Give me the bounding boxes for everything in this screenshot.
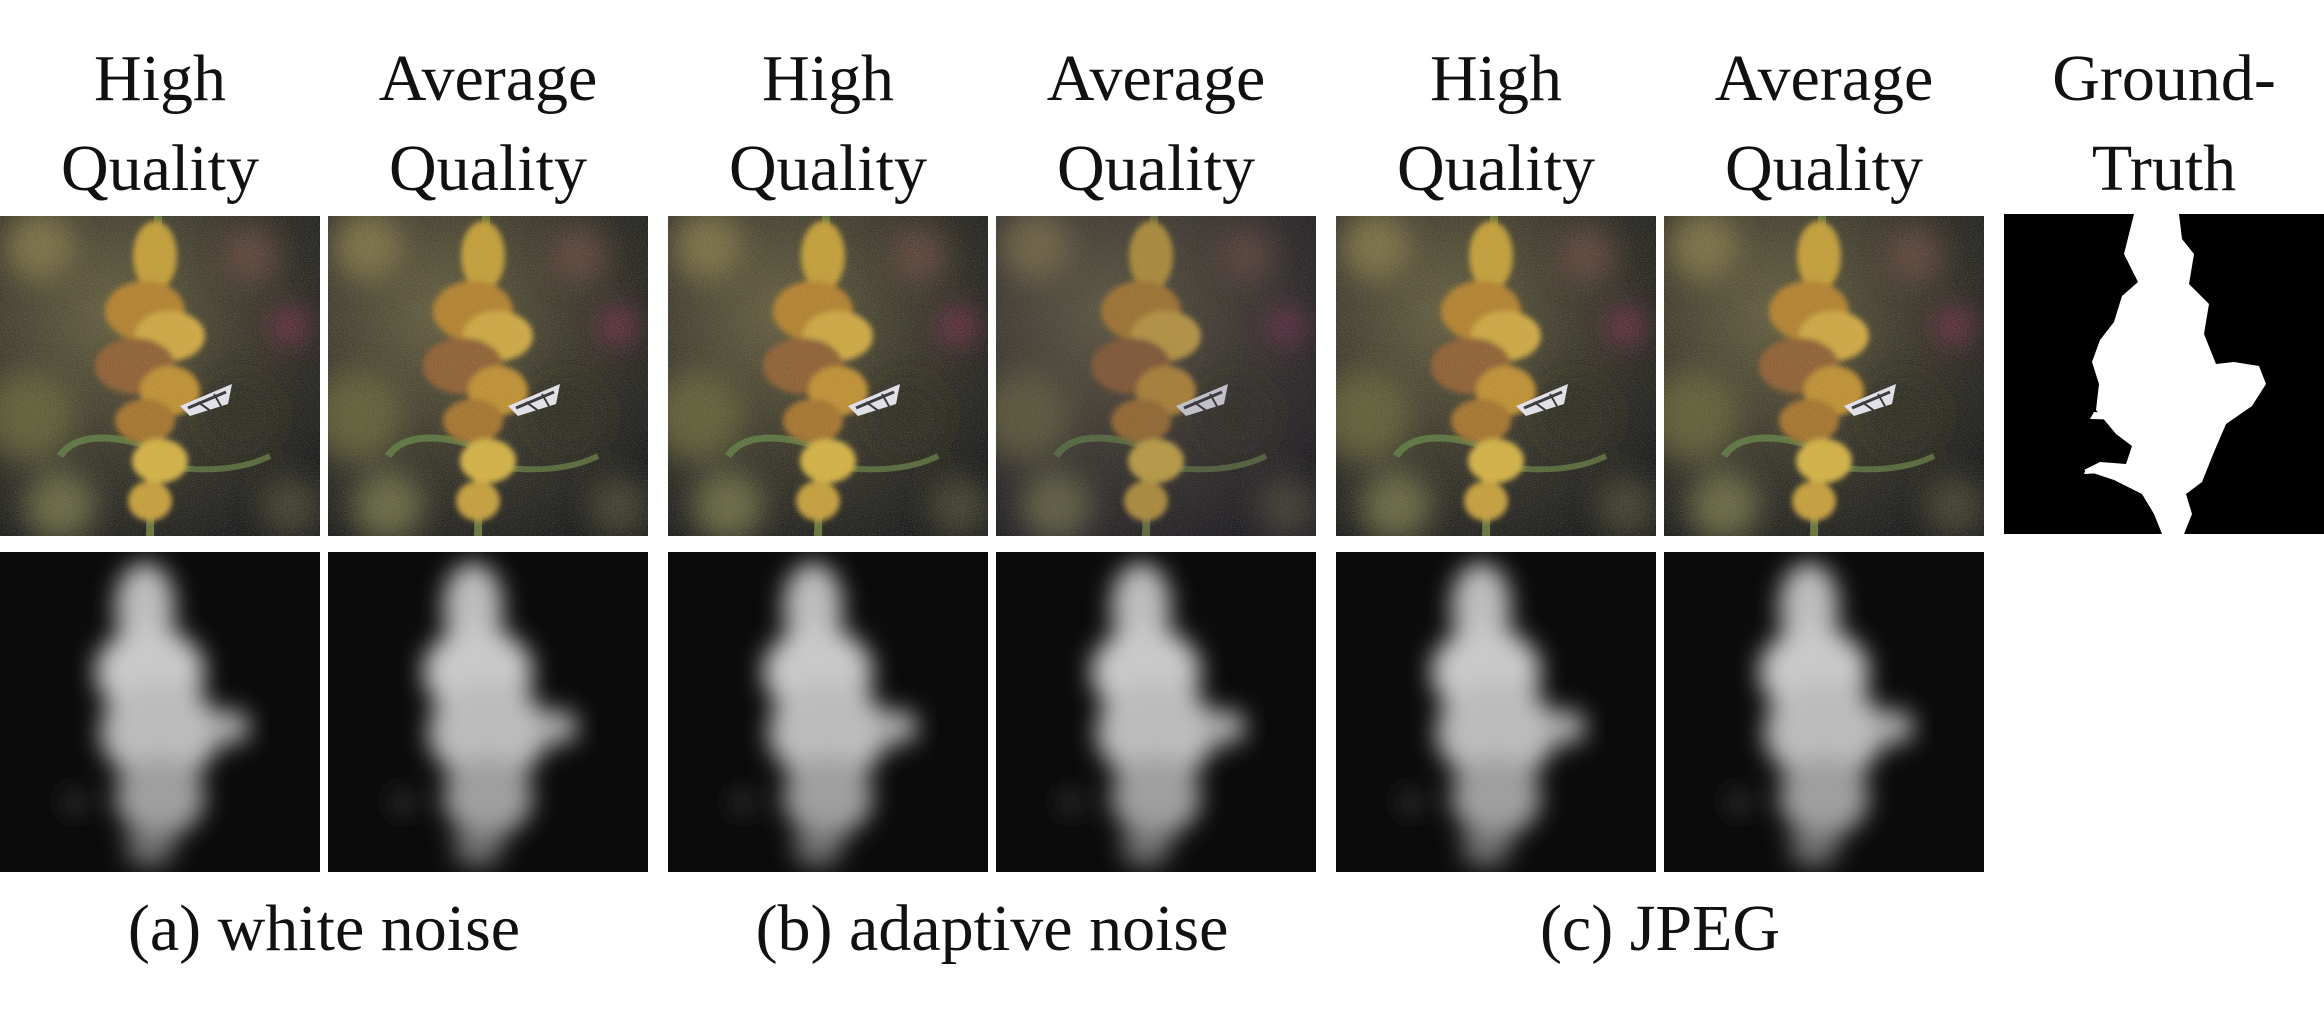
header-line: Average (1046, 42, 1266, 115)
saliency-map (996, 552, 1316, 872)
column-header: High Quality (1336, 34, 1656, 214)
column-header: High Quality (0, 34, 320, 214)
header-line: Quality (1057, 132, 1255, 205)
saliency-map (0, 552, 320, 872)
header-line: Average (1714, 42, 1934, 115)
header-line: Quality (1725, 132, 1923, 205)
caption-white-noise: (a) white noise (127, 892, 521, 965)
header-line: Truth (2091, 132, 2237, 205)
ground-truth-mask (2004, 214, 2324, 534)
flower-image (668, 216, 988, 536)
header-line: Average (378, 42, 598, 115)
header-line: Quality (1397, 132, 1595, 205)
header-line: High (762, 42, 894, 115)
flower-image (328, 216, 648, 536)
header-line: High (1430, 42, 1562, 115)
header-line: Quality (729, 132, 927, 205)
column-header: Average Quality (328, 34, 648, 214)
flower-image (996, 216, 1316, 536)
column-header: High Quality (668, 34, 988, 214)
header-line: High (94, 42, 226, 115)
header-line: Quality (61, 132, 259, 205)
caption-adaptive-noise: (b) adaptive noise (755, 892, 1229, 965)
flower-image (1664, 216, 1984, 536)
column-header: Average Quality (996, 34, 1316, 214)
saliency-map (1336, 552, 1656, 872)
flower-image (0, 216, 320, 536)
caption-jpeg: (c) JPEG (1539, 892, 1781, 965)
header-line: Ground- (2052, 42, 2276, 115)
header-line: Quality (389, 132, 587, 205)
column-header: Average Quality (1664, 34, 1984, 214)
saliency-map (668, 552, 988, 872)
saliency-map (328, 552, 648, 872)
saliency-map (1664, 552, 1984, 872)
column-header: Ground- Truth (2004, 34, 2324, 214)
flower-image (1336, 216, 1656, 536)
